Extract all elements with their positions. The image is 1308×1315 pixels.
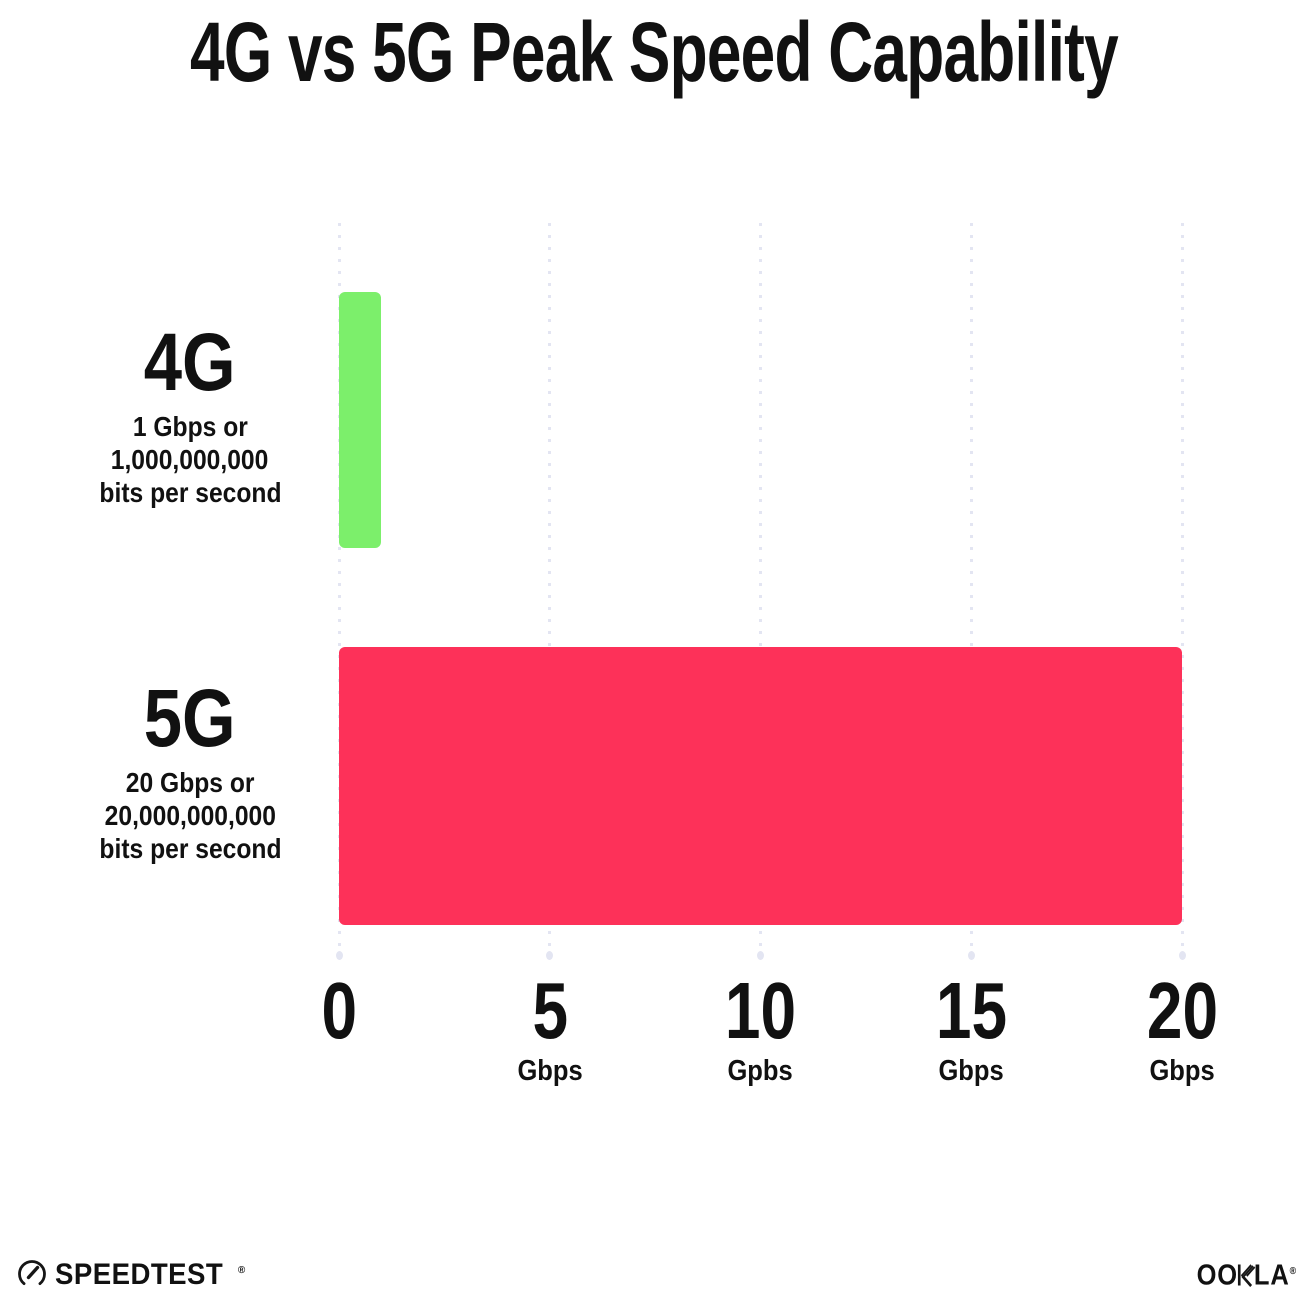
category-description-line: 1 Gbps or [30, 410, 350, 443]
x-tick-unit-text: Gbps [517, 1055, 583, 1087]
ookla-wordmark-oo: OO [1196, 1259, 1238, 1292]
x-tick-unit: Gbps [1072, 1054, 1292, 1088]
chart-title: 4G vs 5G Peak Speed Capability [0, 10, 1308, 94]
category-name-text: 5G [144, 673, 236, 764]
speedtest-gauge-icon [18, 1260, 46, 1288]
x-tick-20: 20 Gbps [1072, 971, 1292, 1088]
x-tick-number: 10 [651, 971, 871, 1051]
category-description: 1 Gbps or 1,000,000,000 bits per second [30, 410, 350, 509]
x-tick-number: 0 [229, 971, 449, 1051]
category-description-line: bits per second [30, 832, 350, 865]
category-description-text: bits per second [98, 833, 282, 864]
speedtest-trademark-symbol: ® [237, 1265, 246, 1276]
speedtest-logo: SPEEDTEST ® [16, 1253, 245, 1293]
x-tick-number-text: 0 [321, 966, 357, 1055]
category-label-4g: 4G 1 Gbps or 1,000,000,000 bits per second [30, 322, 350, 509]
category-description-line: 20 Gbps or [30, 766, 350, 799]
x-tick-0: 0 [229, 971, 449, 1051]
x-tick-unit: Gbps [861, 1054, 1081, 1088]
x-tick-15: 15 Gbps [861, 971, 1081, 1088]
category-description-text: bits per second [98, 477, 282, 508]
category-label-5g: 5G 20 Gbps or 20,000,000,000 bits per secon… [30, 678, 350, 865]
category-description-text: 1 Gbps or [132, 411, 248, 442]
gridline-10 [757, 223, 764, 960]
x-tick-unit-text: Gbps [1149, 1055, 1215, 1087]
x-tick-unit-text: Gpbs [727, 1055, 794, 1087]
ookla-wordmark: OO LA® [1196, 1256, 1296, 1292]
chart-title-text: 4G vs 5G Peak Speed Capability [190, 5, 1119, 99]
x-tick-unit: Gpbs [651, 1054, 871, 1088]
ookla-wordmark-la: LA [1253, 1259, 1290, 1292]
ookla-logo: OO LA® [1183, 1256, 1296, 1292]
category-description-line: 20,000,000,000 [30, 799, 350, 832]
category-description-text: 1,000,000,000 [111, 444, 269, 475]
category-description: 20 Gbps or 20,000,000,000 bits per second [30, 766, 350, 865]
x-tick-number-text: 15 [935, 966, 1007, 1055]
x-tick-number-text: 10 [724, 966, 797, 1055]
category-name: 5G [30, 678, 350, 760]
x-tick-number: 15 [861, 971, 1081, 1051]
x-tick-number: 5 [440, 971, 660, 1051]
category-name-text: 4G [144, 317, 236, 408]
x-tick-5: 5 Gbps [440, 971, 660, 1088]
category-name: 4G [30, 322, 350, 404]
x-tick-number-text: 20 [1146, 966, 1218, 1055]
bar-5g [339, 647, 1182, 925]
speedtest-wordmark: SPEEDTEST ® [55, 1253, 245, 1293]
x-tick-unit: Gbps [440, 1054, 660, 1088]
x-tick-number: 20 [1072, 971, 1292, 1051]
gridline-15 [967, 223, 975, 960]
gridline-5 [546, 223, 554, 960]
x-tick-unit-text: Gbps [938, 1055, 1004, 1087]
ookla-trademark-symbol: ® [1289, 1266, 1296, 1277]
category-description-text: 20 Gbps or [125, 767, 255, 798]
ookla-k-icon [1237, 1263, 1256, 1287]
category-description-text: 20,000,000,000 [104, 800, 276, 831]
x-tick-number-text: 5 [531, 966, 568, 1055]
bar-4g [339, 292, 382, 548]
gridline-0 [335, 223, 343, 960]
category-description-line: 1,000,000,000 [30, 443, 350, 476]
speedtest-wordmark-text: SPEEDTEST [55, 1258, 224, 1291]
gridline-20 [1178, 223, 1186, 960]
category-description-line: bits per second [30, 476, 350, 509]
x-tick-10: 10 Gpbs [651, 971, 871, 1088]
plot-area [335, 223, 1186, 960]
